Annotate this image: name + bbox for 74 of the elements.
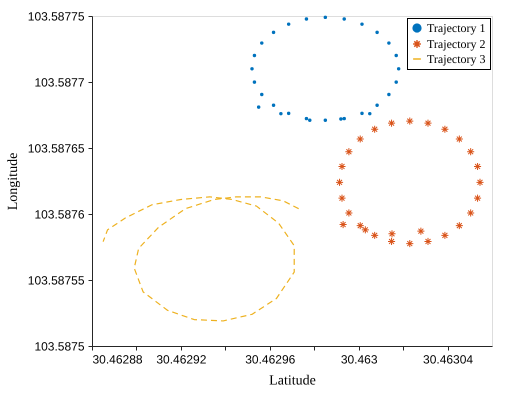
point [279, 112, 283, 116]
point [356, 222, 364, 230]
point [272, 30, 276, 34]
point [324, 16, 328, 20]
y-tick-label: 103.5875 [34, 340, 85, 354]
point [394, 80, 398, 84]
point [260, 92, 264, 96]
point [406, 117, 414, 126]
y-tick-label: 103.5877 [34, 76, 85, 90]
point [466, 208, 475, 217]
y-axis-title: Longitude [6, 152, 21, 210]
legend-label: Trajectory 3 [427, 52, 486, 66]
point [344, 148, 353, 156]
x-tick-label: 30.463 [340, 352, 378, 366]
point [388, 230, 396, 238]
point [396, 67, 400, 71]
y-tick-label: 103.58755 [28, 274, 85, 288]
point [344, 208, 353, 217]
y-tick-label: 103.58765 [28, 142, 85, 156]
point [356, 134, 364, 144]
x-tick-label: 30.46288 [92, 352, 143, 366]
point [360, 22, 364, 26]
point [308, 118, 312, 122]
x-axis-title: Latitude [269, 374, 316, 388]
x-tick-label: 30.46296 [245, 352, 296, 366]
point [370, 125, 379, 134]
point [387, 41, 391, 45]
x-tick-label: 30.46304 [423, 352, 474, 366]
point [375, 30, 379, 34]
point [252, 54, 256, 58]
point [388, 237, 396, 246]
point [304, 116, 308, 120]
point [286, 22, 290, 26]
point [455, 222, 464, 230]
point [260, 41, 264, 45]
point [375, 104, 379, 107]
point [424, 237, 432, 246]
point [360, 112, 364, 116]
point [387, 92, 391, 96]
point [324, 118, 328, 122]
point [336, 178, 344, 186]
point [272, 104, 276, 107]
point [474, 162, 482, 171]
point [256, 105, 260, 109]
point [476, 178, 484, 186]
point [440, 125, 449, 134]
y-tick-label: 103.5876 [34, 208, 85, 222]
point [368, 112, 372, 116]
point [342, 116, 346, 120]
x-tick-label: 30.46292 [156, 352, 207, 366]
y-tick-label: 103.58775 [28, 10, 85, 24]
point [286, 112, 290, 116]
point [252, 80, 256, 84]
point [339, 220, 348, 229]
point [440, 231, 449, 240]
legend-label: Trajectory 1 [427, 21, 486, 35]
point [339, 117, 343, 121]
point [370, 231, 379, 240]
point [466, 148, 475, 156]
point [338, 162, 346, 171]
point [250, 67, 254, 71]
point [474, 194, 482, 202]
line-series [102, 196, 300, 322]
point [406, 240, 414, 248]
point [394, 54, 398, 58]
point [455, 134, 464, 144]
point [416, 227, 425, 236]
point [424, 119, 432, 128]
point [388, 119, 396, 128]
point [361, 226, 370, 234]
point [338, 194, 346, 202]
point [304, 17, 308, 21]
point [342, 17, 346, 21]
legend-label: Trajectory 2 [427, 37, 486, 51]
